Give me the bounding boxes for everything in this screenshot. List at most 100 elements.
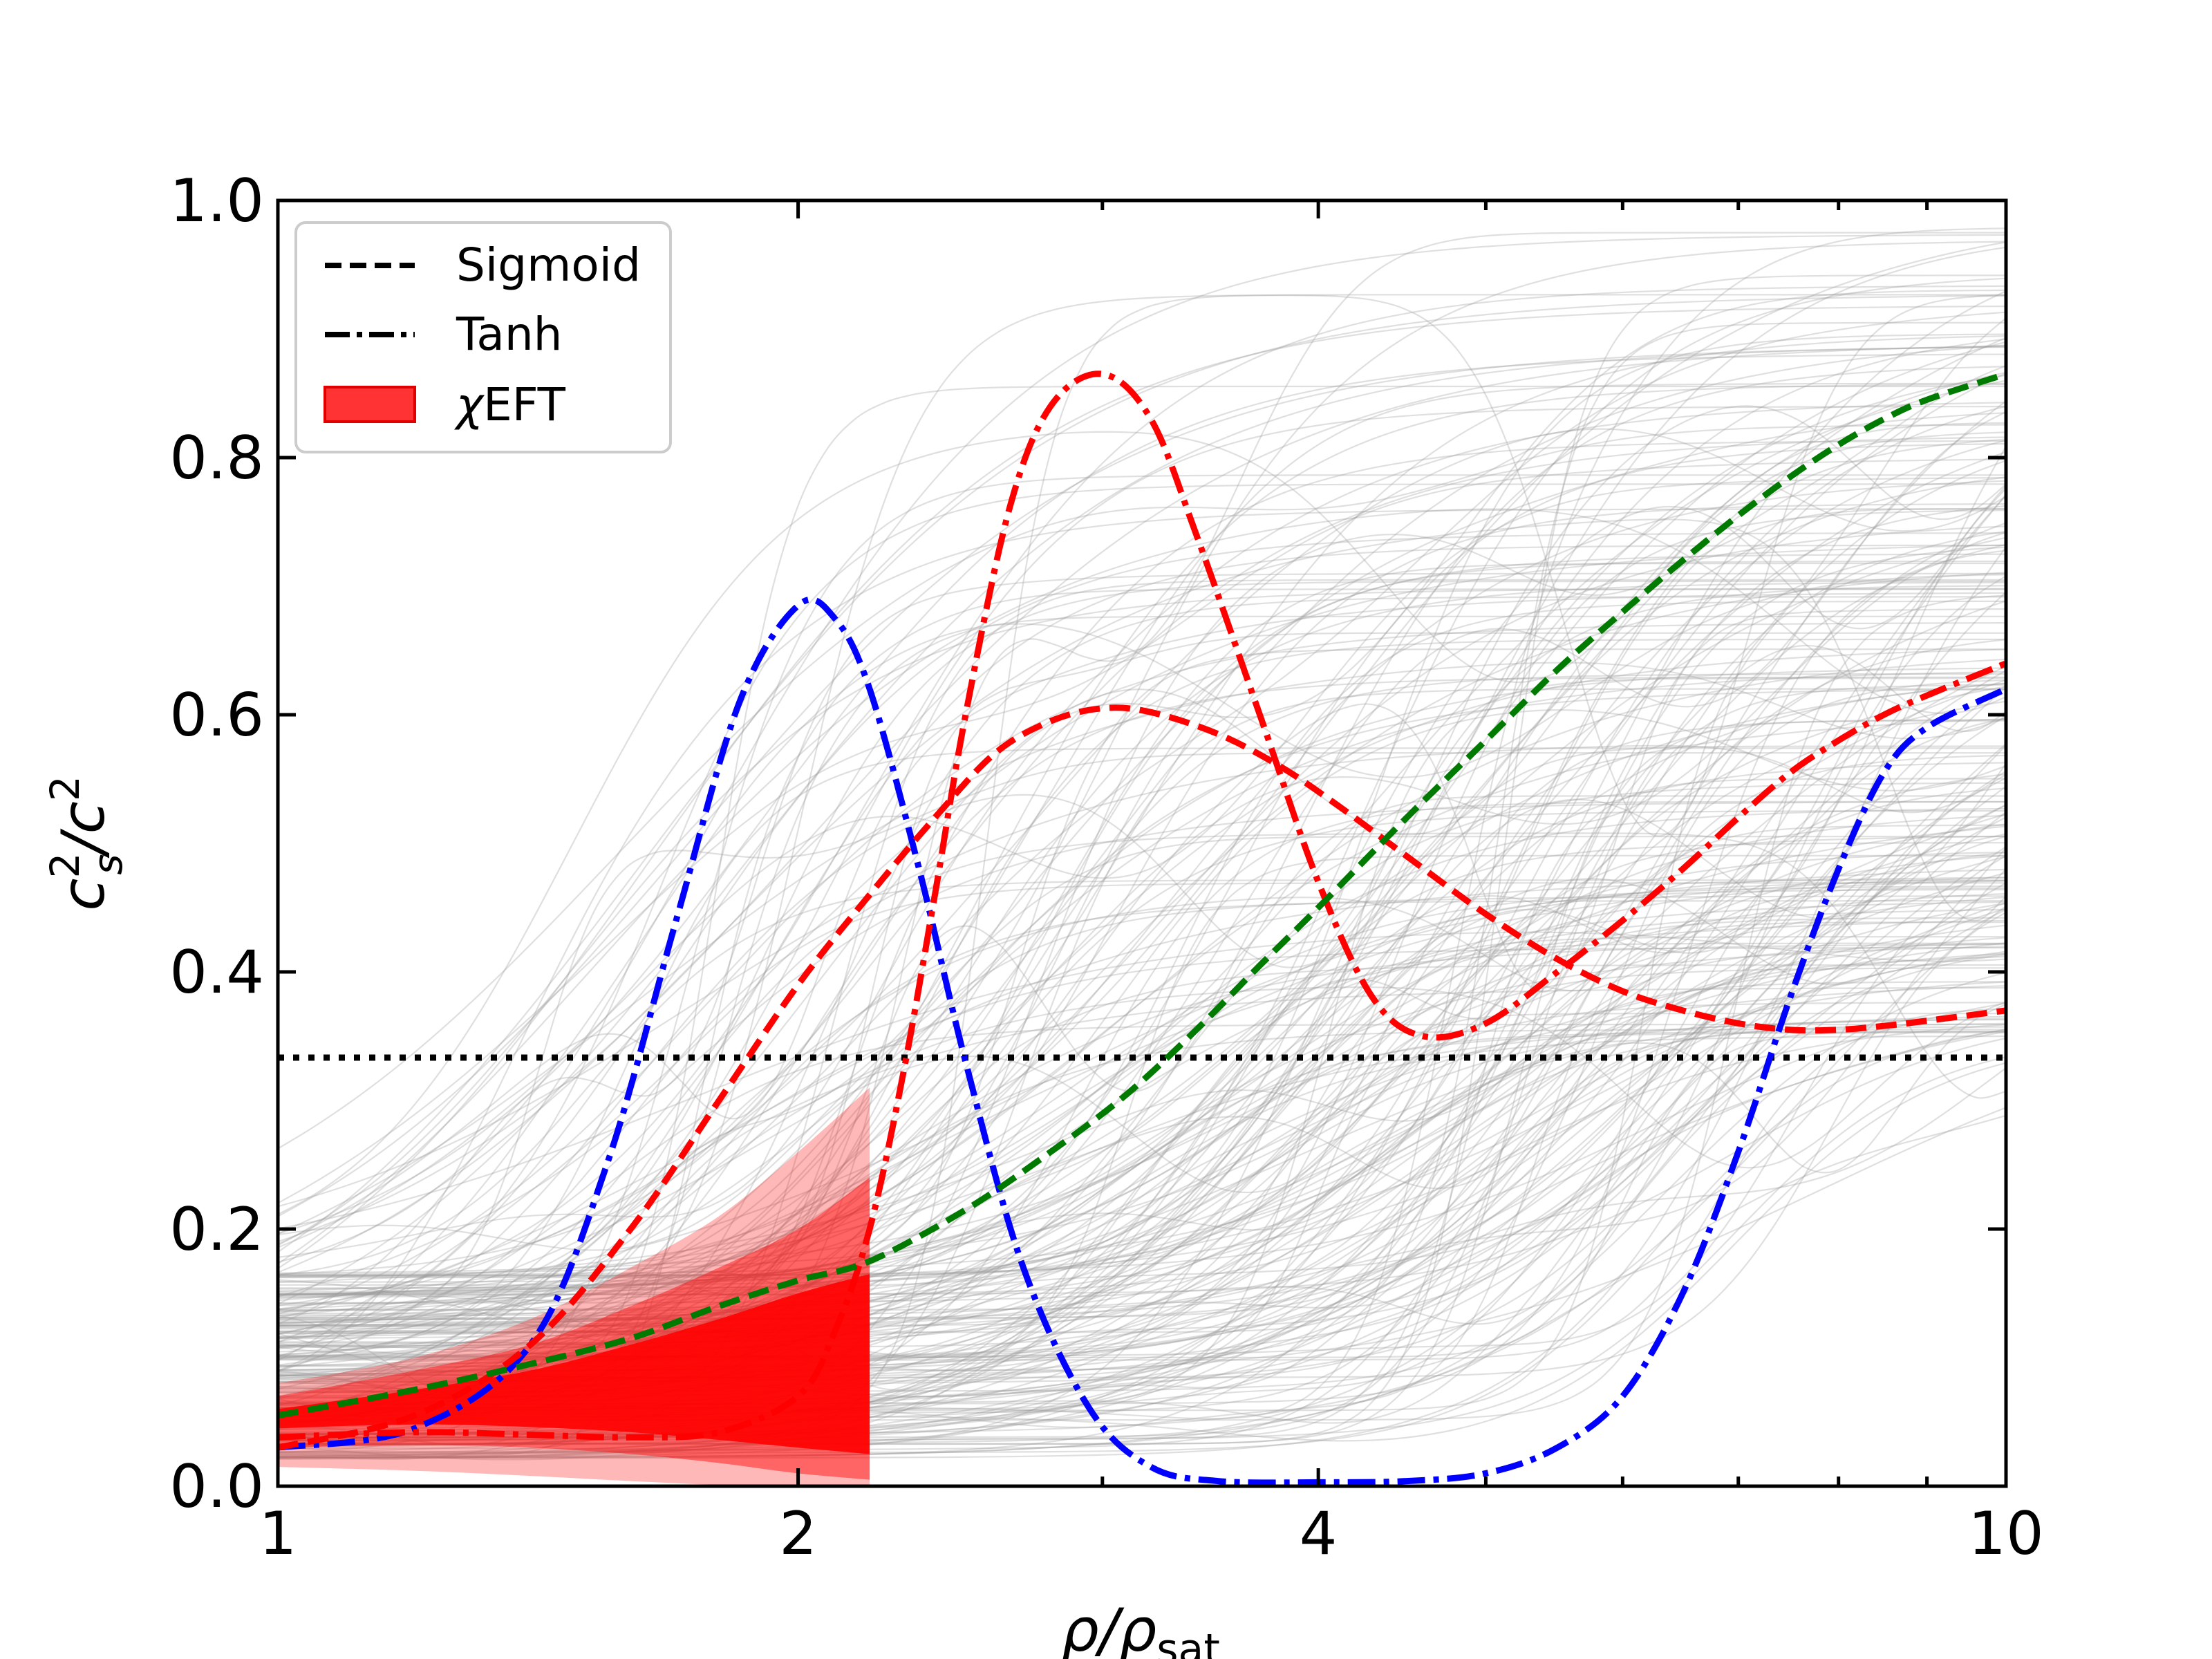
background-sample-curve (278, 981, 2006, 1311)
background-sample-curve (278, 662, 2006, 1235)
background-sample-curve (278, 306, 2006, 1270)
background-sample-curve (278, 762, 2006, 1358)
background-sample-curve (278, 572, 2006, 1325)
background-sample-curve (278, 747, 2006, 1356)
background-sample-curve (278, 745, 2006, 1373)
background-sample-curve (278, 1037, 2006, 1295)
background-sample-curve (278, 402, 2006, 1258)
y-tick-label: 0.4 (169, 938, 264, 1007)
background-sample-curve (278, 852, 2006, 1296)
background-sample-curve (278, 684, 2006, 1320)
background-sample-curve (278, 543, 2006, 1274)
background-sample-curve (278, 508, 2006, 1371)
background-sample-curve (278, 344, 2006, 1430)
background-sample-curve (278, 241, 2006, 1378)
background-sample-curve (278, 608, 2006, 1367)
background-sample-curve (278, 924, 2006, 1298)
background-sample-curve (278, 895, 2006, 1251)
background-sample-curve (278, 887, 2006, 1398)
x-tick-label: 1 (259, 1499, 297, 1568)
background-sample-curve (278, 778, 2006, 1461)
background-sample-curve (278, 879, 2006, 1276)
background-sample-curve (278, 346, 2006, 1305)
background-sample-curve (278, 600, 2006, 1354)
background-sample-curve (278, 882, 2006, 1338)
background-sample-curve (278, 785, 2006, 1445)
background-sample-curve (278, 967, 2006, 1344)
background-sample-curve (278, 445, 2006, 1453)
background-sample-curve (278, 1022, 2006, 1409)
y-axis-ticks: 0.0 0.2 0.4 0.6 0.8 1.0 (169, 167, 2006, 1521)
background-sample-curve (278, 673, 2006, 1319)
background-sample-curve (278, 289, 2006, 1275)
background-sample-curve (278, 942, 2006, 1283)
background-sample-curve (278, 709, 2006, 1346)
background-sample-curve (278, 804, 2006, 1457)
background-sample-curves (278, 227, 2006, 1461)
y-label-base2: c (49, 801, 118, 834)
background-sample-curve (278, 333, 2006, 1277)
background-sample-curve (278, 544, 2006, 1399)
background-sample-curve (278, 720, 2006, 1445)
background-sample-curve (278, 400, 2006, 1455)
background-sample-curve (278, 632, 2006, 1315)
y-label-sup2: 2 (41, 776, 88, 801)
y-axis-label: c2s/c2 (41, 776, 131, 911)
background-sample-curve (278, 950, 2006, 1457)
background-sample-curve (278, 972, 2006, 1445)
background-sample-curve (278, 406, 2006, 1360)
x-axis-label-sub: sat (1156, 1625, 1220, 1659)
background-sample-curve (278, 234, 2006, 1362)
background-sample-curve (278, 1114, 2006, 1459)
background-sample-curve (278, 754, 2006, 1319)
background-sample-curve (278, 648, 2006, 1369)
background-sample-curve (278, 321, 2006, 1333)
background-sample-curve (278, 1019, 2006, 1327)
y-label-sup1: 2 (41, 853, 88, 879)
background-sample-curve (278, 752, 2006, 1324)
legend-chieft-label: χEFT (454, 378, 566, 431)
background-sample-curve (278, 937, 2006, 1460)
legend: Sigmoid Tanh χEFT (294, 221, 672, 453)
series-red-sigmoid (278, 704, 2006, 1451)
background-sample-curve (278, 700, 2006, 1436)
background-sample-curve (278, 405, 2006, 1459)
background-sample-curve (278, 562, 2006, 1376)
background-sample-curve (278, 833, 2006, 1340)
background-sample-curve (278, 574, 2006, 1263)
background-sample-curve (278, 1031, 2006, 1458)
background-sample-curve (278, 436, 2006, 1349)
background-sample-curve (278, 560, 2006, 1332)
background-sample-curve (278, 718, 2006, 1372)
background-sample-curve (278, 658, 2006, 1313)
background-sample-curve (278, 588, 2006, 1458)
background-sample-curve (278, 460, 2006, 1439)
background-sample-curve (278, 835, 2006, 1335)
background-sample-curve (278, 877, 2006, 1319)
x-tick-label: 2 (779, 1499, 817, 1568)
background-sample-curve (278, 439, 2006, 1436)
background-sample-curve (278, 532, 2006, 1358)
background-sample-curve (278, 888, 2006, 1459)
legend-sigmoid-label: Sigmoid (456, 238, 641, 292)
background-sample-curve (278, 477, 2006, 1248)
background-sample-curve (278, 451, 2006, 1396)
background-sample-curve (278, 508, 2006, 1265)
background-sample-curve (278, 719, 2006, 1348)
y-label-sub1: s (84, 854, 131, 874)
y-tick-label: 1.0 (169, 167, 264, 236)
background-sample-curve (278, 1056, 2006, 1441)
background-sample-curve (278, 1003, 2006, 1329)
y-tick-label: 0.0 (169, 1452, 264, 1521)
background-sample-curve (278, 458, 2006, 1204)
background-sample-curve (278, 953, 2006, 1391)
background-sample-curve (278, 440, 2006, 1340)
plot-frame (276, 198, 2008, 1488)
background-sample-curve (278, 379, 2006, 1373)
background-sample-curve (278, 872, 2006, 1327)
background-sample-curve (278, 345, 2006, 1243)
series-green-sigmoid (278, 371, 2006, 1419)
background-sample-curve (278, 832, 2006, 1366)
background-sample-curve (278, 438, 2006, 1316)
